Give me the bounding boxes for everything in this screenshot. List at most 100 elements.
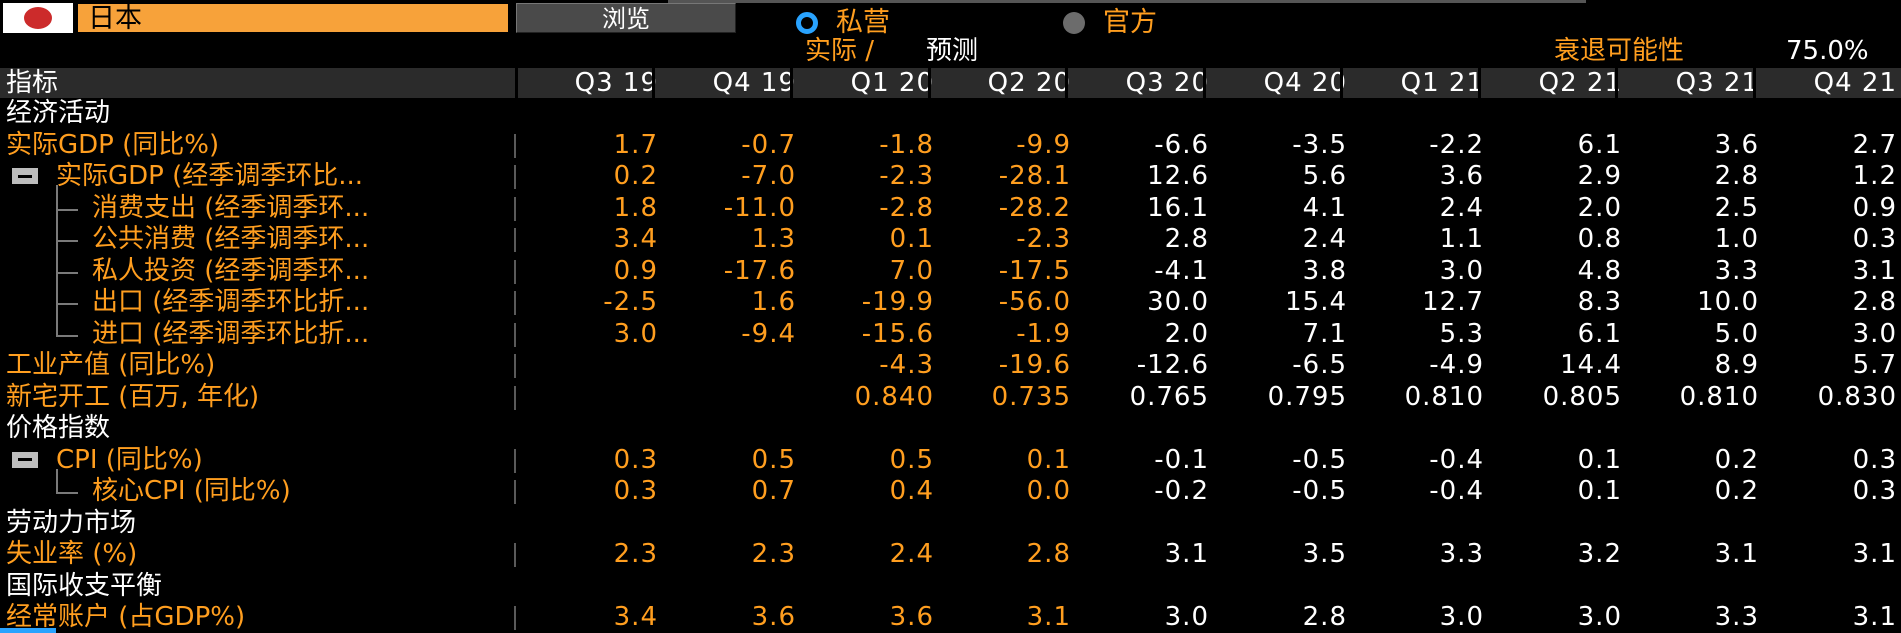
table-row[interactable]: 实际GDP (经季调季环比... 0.2 -7.0 -2.3 -28.1 12.6 5.6 3… [0, 161, 1901, 192]
quarter-header[interactable]: Q3 19 [574, 68, 658, 98]
forecast-value-cell[interactable]: 0.795 [1267, 381, 1347, 412]
forecast-value-cell[interactable]: 3.8 [1302, 255, 1347, 286]
forecast-value-cell[interactable]: 5.7 [1852, 350, 1897, 380]
actual-value-cell[interactable]: 0.3 [613, 444, 658, 475]
table-row[interactable]: 实际GDP (同比%) 1.7 -0.7 -1.8 -9.9 -6.6 -3.5 -2.2 6.… [0, 130, 1901, 161]
forecast-value-cell[interactable]: 3.0 [1164, 602, 1209, 632]
forecast-value-cell[interactable]: 0.1 [1577, 476, 1622, 506]
forecast-value-cell[interactable]: -6.6 [1154, 129, 1209, 160]
actual-value-cell[interactable]: -11.0 [723, 192, 796, 223]
forecast-value-cell[interactable]: 4.8 [1577, 255, 1622, 286]
table-row[interactable]: 失业率 (%) 2.3 2.3 2.4 2.8 3.1 3.5 3.3 3.2 3.1 3.1 [0, 539, 1901, 570]
quarter-header[interactable]: Q4 20 [1263, 68, 1347, 98]
actual-value-cell[interactable]: -28.1 [998, 161, 1071, 191]
actual-value-cell[interactable]: 3.0 [613, 318, 658, 349]
actual-value-cell[interactable]: 0.2 [613, 161, 658, 191]
forecast-value-cell[interactable]: 0.810 [1404, 381, 1484, 412]
forecast-value-cell[interactable]: -0.5 [1292, 476, 1347, 506]
actual-value-cell[interactable]: -7.0 [741, 161, 796, 191]
actual-value-cell[interactable]: -17.5 [998, 255, 1071, 286]
forecast-value-cell[interactable]: -0.4 [1429, 476, 1484, 506]
forecast-value-cell[interactable]: 0.810 [1679, 381, 1759, 412]
forecast-value-cell[interactable]: 6.1 [1577, 129, 1622, 160]
forecast-value-cell[interactable]: 5.3 [1439, 318, 1484, 349]
actual-value-cell[interactable]: 7.0 [889, 255, 934, 286]
actual-value-cell[interactable]: -19.6 [998, 350, 1071, 380]
actual-value-cell[interactable]: -2.3 [1016, 224, 1071, 254]
actual-value-cell[interactable] [666, 350, 796, 380]
forecast-value-cell[interactable]: 15.4 [1285, 287, 1347, 317]
actual-value-cell[interactable]: -9.9 [1016, 129, 1071, 160]
quarter-header[interactable]: Q1 21 [1400, 68, 1484, 98]
collapse-icon[interactable] [12, 451, 38, 468]
table-row[interactable]: 私人投资 (经季调季环... 0.9 -17.6 7.0 -17.5 -4.1 3.8 3.0… [0, 256, 1901, 287]
collapse-icon[interactable] [12, 168, 38, 184]
actual-value-cell[interactable]: -2.3 [879, 161, 934, 191]
actual-value-cell[interactable]: 2.8 [1026, 539, 1071, 569]
table-row[interactable]: 经常账户 (占GDP%) 3.4 3.6 3.6 3.1 3.0 2.8 3.0 3.0 3.3 3… [0, 602, 1901, 633]
forecast-value-cell[interactable]: 0.9 [1852, 192, 1897, 223]
quarter-header[interactable]: Q4 21 [1813, 68, 1897, 98]
forecast-value-cell[interactable]: 3.2 [1577, 539, 1622, 569]
actual-value-cell[interactable]: -15.6 [861, 318, 934, 349]
quarter-header[interactable]: Q3 21 [1675, 68, 1759, 98]
forecast-value-cell[interactable]: 8.9 [1714, 350, 1759, 380]
forecast-value-cell[interactable]: 2.8 [1164, 224, 1209, 254]
forecast-value-cell[interactable]: 3.0 [1577, 602, 1622, 632]
forecast-value-cell[interactable]: 10.0 [1697, 287, 1759, 317]
actual-value-cell[interactable]: 0.3 [613, 476, 658, 506]
forecast-value-cell[interactable]: 2.4 [1439, 192, 1484, 223]
forecast-value-cell[interactable]: 0.765 [1129, 381, 1209, 412]
forecast-value-cell[interactable]: 3.1 [1852, 602, 1897, 632]
table-row[interactable]: 公共消费 (经季调季环... 3.4 1.3 0.1 -2.3 2.8 2.4 1.1 0.8 1… [0, 224, 1901, 255]
forecast-value-cell[interactable]: 0.8 [1577, 224, 1622, 254]
actual-value-cell[interactable]: 0.735 [991, 381, 1071, 412]
forecast-value-cell[interactable]: -0.2 [1154, 476, 1209, 506]
quarter-header[interactable]: Q1 20 [850, 68, 934, 98]
forecast-value-cell[interactable]: 1.1 [1439, 224, 1484, 254]
forecast-value-cell[interactable]: 0.1 [1577, 444, 1622, 475]
forecast-value-cell[interactable]: 3.1 [1852, 255, 1897, 286]
table-row[interactable]: 工业产值 (同比%) -4.3 -19.6 -12.6 -6.5 -4.9 14.4 8.9 5… [0, 350, 1901, 381]
forecast-value-cell[interactable]: 14.4 [1560, 350, 1622, 380]
actual-value-cell[interactable]: -28.2 [998, 192, 1071, 223]
table-row[interactable]: 核心CPI (同比%) 0.3 0.7 0.4 0.0 -0.2 -0.5 -0.4 0.1 0.… [0, 476, 1901, 507]
forecast-value-cell[interactable]: -4.1 [1154, 255, 1209, 286]
indicator-column-header[interactable]: 指标 [6, 68, 59, 98]
actual-value-cell[interactable]: -4.3 [879, 350, 934, 380]
forecast-value-cell[interactable]: -12.6 [1136, 350, 1209, 380]
actual-value-cell[interactable]: 3.6 [751, 602, 796, 632]
actual-value-cell[interactable]: 1.6 [751, 287, 796, 317]
country-input[interactable]: 日本 [77, 3, 509, 34]
forecast-value-cell[interactable]: 3.3 [1439, 539, 1484, 569]
table-row[interactable]: CPI (同比%) 0.3 0.5 0.5 0.1 -0.1 -0.5 -0.4 0.1 0.2 0… [0, 445, 1901, 476]
forecast-value-cell[interactable]: 16.1 [1147, 192, 1209, 223]
actual-value-cell[interactable]: 2.3 [751, 539, 796, 569]
actual-value-cell[interactable]: 1.3 [751, 224, 796, 254]
table-row[interactable]: 进口 (经季调季环比折... 3.0 -9.4 -15.6 -1.9 2.0 7.1 5.3 6… [0, 319, 1901, 350]
actual-value-cell[interactable]: 0.7 [751, 476, 796, 506]
actual-value-cell[interactable] [528, 382, 658, 412]
actual-value-cell[interactable]: 1.8 [613, 192, 658, 223]
forecast-value-cell[interactable]: 0.830 [1817, 381, 1897, 412]
actual-value-cell[interactable]: -56.0 [998, 287, 1071, 317]
forecast-value-cell[interactable]: 6.1 [1577, 318, 1622, 349]
actual-value-cell[interactable]: 3.4 [613, 224, 658, 254]
actual-value-cell[interactable]: 0.840 [854, 381, 934, 412]
forecast-value-cell[interactable]: 2.0 [1164, 318, 1209, 349]
actual-value-cell[interactable]: 0.1 [889, 224, 934, 254]
actual-value-cell[interactable]: 3.1 [1026, 602, 1071, 632]
quarter-header[interactable]: Q4 19 [712, 68, 796, 98]
actual-value-cell[interactable]: 0.0 [1026, 476, 1071, 506]
forecast-value-cell[interactable]: 3.6 [1439, 161, 1484, 191]
forecast-value-cell[interactable]: 3.1 [1714, 539, 1759, 569]
forecast-value-cell[interactable]: 2.8 [1852, 287, 1897, 317]
forecast-value-cell[interactable]: 0.805 [1542, 381, 1622, 412]
actual-value-cell[interactable]: -1.9 [1016, 318, 1071, 349]
forecast-value-cell[interactable]: 3.3 [1714, 255, 1759, 286]
actual-value-cell[interactable]: 0.9 [613, 255, 658, 286]
table-row[interactable]: 出口 (经季调季环比折... -2.5 1.6 -19.9 -56.0 30.0 15.4 1… [0, 287, 1901, 318]
quarter-header[interactable]: Q3 20 [1125, 68, 1209, 98]
forecast-value-cell[interactable]: 30.0 [1147, 287, 1209, 317]
forecast-value-cell[interactable]: 0.3 [1852, 224, 1897, 254]
